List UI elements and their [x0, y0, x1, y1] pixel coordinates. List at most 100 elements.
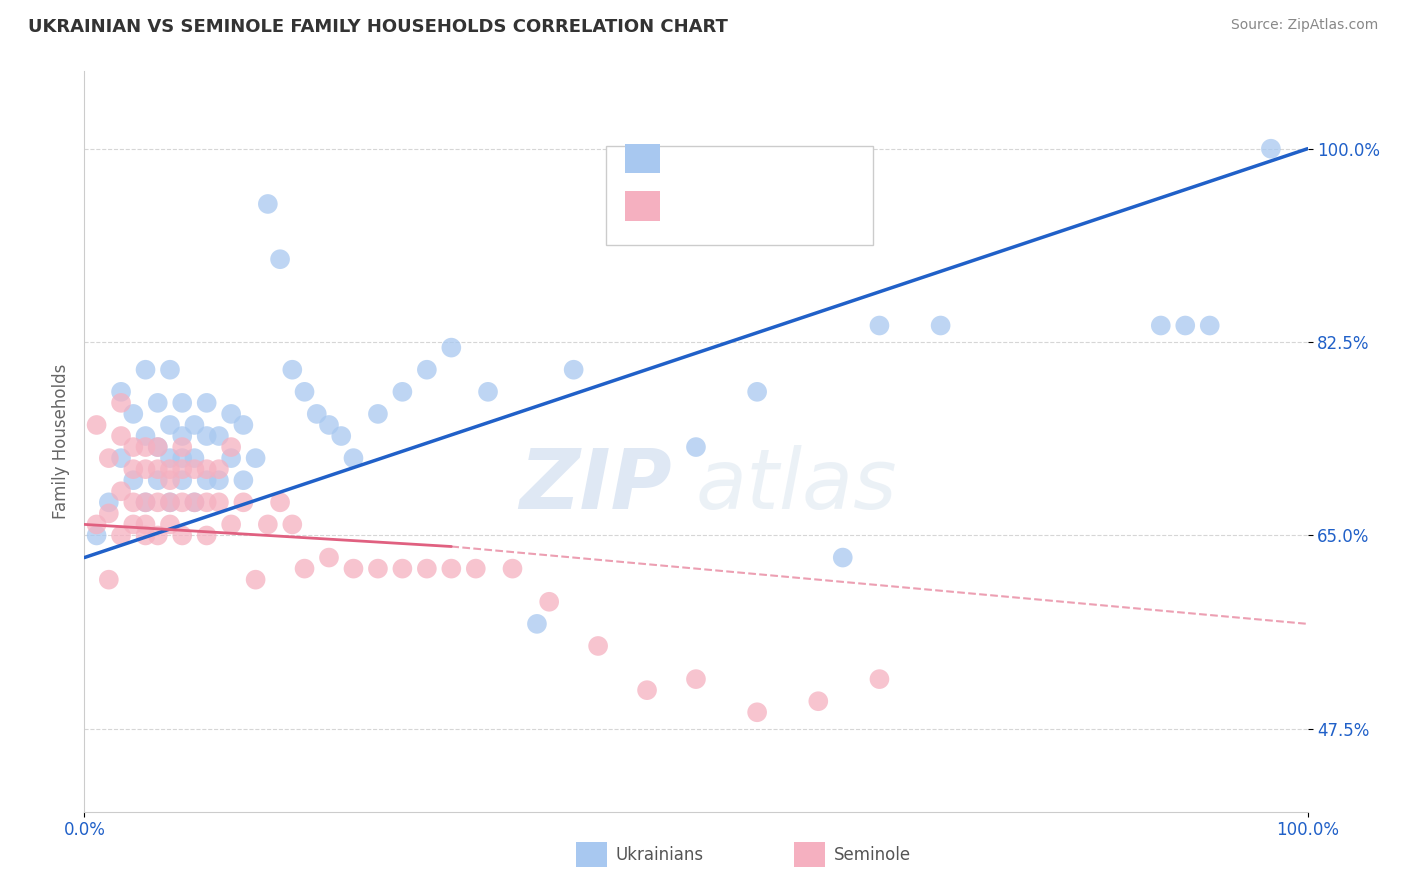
Point [135, 517, 157, 532]
Point [869, 672, 891, 686]
Point [97, 451, 120, 466]
Point [195, 528, 218, 542]
Point [294, 561, 316, 575]
Point [135, 495, 157, 509]
Point [831, 550, 853, 565]
Point [1260, 142, 1282, 156]
Point [195, 495, 218, 509]
Point [159, 462, 181, 476]
Point [159, 473, 181, 487]
Point [342, 451, 364, 466]
Point [208, 462, 231, 476]
Text: UKRAINIAN VS SEMINOLE FAMILY HOUSEHOLDS CORRELATION CHART: UKRAINIAN VS SEMINOLE FAMILY HOUSEHOLDS … [28, 18, 728, 36]
Point [807, 694, 830, 708]
Point [172, 462, 194, 476]
Text: R =  0.517: R = 0.517 [669, 152, 766, 169]
Point [86, 528, 108, 542]
Point [183, 495, 205, 509]
Point [257, 517, 280, 532]
Point [159, 362, 181, 376]
Point [122, 407, 145, 421]
Point [219, 440, 242, 454]
Point [318, 550, 340, 565]
Point [110, 484, 132, 499]
Point [159, 517, 181, 532]
Point [110, 384, 132, 399]
Point [318, 417, 340, 432]
Text: N = 57: N = 57 [779, 152, 842, 169]
Point [146, 528, 169, 542]
Point [159, 417, 181, 432]
Y-axis label: Family Households: Family Households [52, 364, 70, 519]
Point [135, 462, 157, 476]
Point [195, 429, 218, 443]
Point [172, 528, 194, 542]
Point [122, 440, 145, 454]
Point [219, 407, 242, 421]
Point [195, 462, 218, 476]
Point [122, 462, 145, 476]
Point [685, 440, 707, 454]
Point [502, 561, 524, 575]
Point [232, 473, 254, 487]
Point [183, 417, 205, 432]
Point [416, 561, 439, 575]
Point [1174, 318, 1197, 333]
Text: atlas: atlas [696, 445, 897, 526]
Point [219, 517, 242, 532]
Point [172, 451, 194, 466]
Point [172, 396, 194, 410]
Point [232, 495, 254, 509]
Point [97, 573, 120, 587]
Point [172, 495, 194, 509]
Text: Seminole: Seminole [834, 846, 911, 863]
Point [135, 528, 157, 542]
Point [208, 495, 231, 509]
Point [416, 362, 439, 376]
Point [146, 396, 169, 410]
Point [440, 341, 463, 355]
Point [86, 517, 108, 532]
Point [159, 451, 181, 466]
Point [110, 528, 132, 542]
Point [391, 561, 413, 575]
Point [146, 495, 169, 509]
Point [195, 396, 218, 410]
Point [294, 384, 316, 399]
Point [183, 451, 205, 466]
Point [146, 440, 169, 454]
Point [269, 495, 291, 509]
Point [245, 573, 267, 587]
Point [122, 473, 145, 487]
Point [330, 429, 353, 443]
Point [869, 318, 891, 333]
Point [110, 451, 132, 466]
Point [97, 507, 120, 521]
Point [538, 595, 561, 609]
Point [195, 473, 218, 487]
Text: Source: ZipAtlas.com: Source: ZipAtlas.com [1230, 18, 1378, 32]
Point [367, 407, 389, 421]
Point [562, 362, 585, 376]
Point [97, 495, 120, 509]
Point [183, 462, 205, 476]
Point [159, 495, 181, 509]
Point [219, 451, 242, 466]
Point [135, 429, 157, 443]
Point [159, 495, 181, 509]
Point [146, 440, 169, 454]
Point [1198, 318, 1220, 333]
Point [122, 517, 145, 532]
Point [172, 429, 194, 443]
Point [281, 362, 304, 376]
Point [122, 495, 145, 509]
Point [281, 517, 304, 532]
Point [135, 440, 157, 454]
Point [342, 561, 364, 575]
Point [269, 252, 291, 267]
Point [257, 197, 280, 211]
Text: ZIP: ZIP [519, 445, 672, 526]
Point [1150, 318, 1173, 333]
Text: R = -0.070: R = -0.070 [669, 198, 766, 216]
Point [146, 462, 169, 476]
